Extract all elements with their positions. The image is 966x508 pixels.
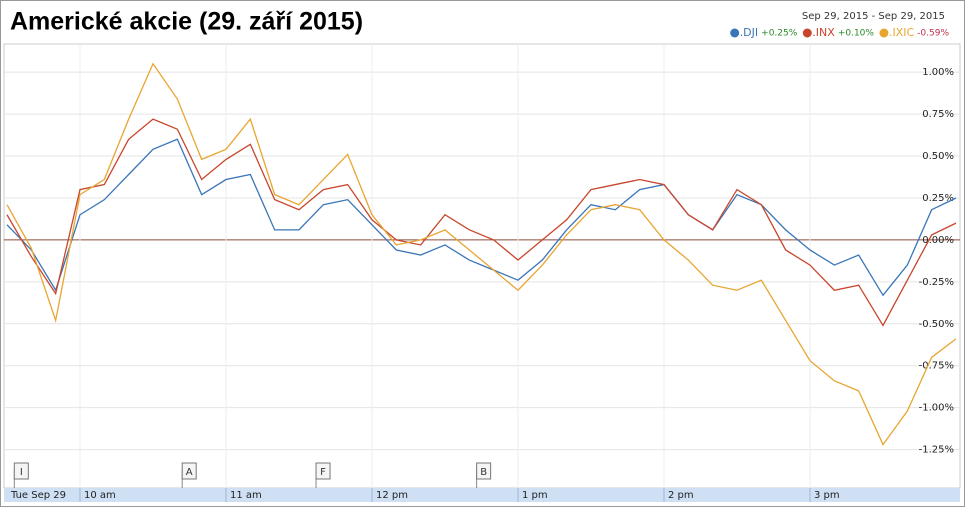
y-tick-label: -1.00% — [919, 403, 954, 414]
y-tick-label: 0.25% — [922, 193, 954, 204]
x-tick-label: 2 pm — [668, 490, 694, 501]
flag-label: F — [320, 467, 326, 478]
x-tick-label: Tue Sep 29 — [10, 490, 66, 501]
legend-swatch — [879, 28, 889, 38]
y-tick-label: 0.50% — [922, 151, 954, 162]
x-tick-label: 12 pm — [376, 490, 408, 501]
y-tick-label: -1.25% — [919, 445, 954, 456]
flag — [315, 462, 331, 480]
x-tick-label: 11 am — [230, 490, 262, 501]
flag — [181, 462, 197, 480]
legend-swatch — [802, 28, 812, 38]
series-line — [6, 118, 957, 327]
legend: .DJI +0.25% .INX +0.10% .IXIC -0.59% — [730, 26, 949, 39]
y-tick-label: 0.75% — [922, 109, 954, 120]
time-axis-band — [4, 488, 960, 502]
series-line — [6, 62, 957, 446]
flag-label: B — [480, 467, 487, 478]
y-tick-label: 1.00% — [922, 67, 954, 78]
y-tick-label: -0.25% — [919, 277, 954, 288]
flag — [13, 462, 29, 480]
legend-change: +0.25% — [761, 29, 798, 39]
y-tick-label: 0.00% — [922, 235, 954, 246]
date-range: Sep 29, 2015 - Sep 29, 2015 — [802, 11, 945, 22]
flag-label: A — [186, 467, 193, 478]
legend-name: .DJI — [740, 26, 758, 39]
x-tick-label: 10 am — [84, 490, 116, 501]
y-tick-label: -0.75% — [919, 361, 954, 372]
legend-change: +0.10% — [838, 29, 875, 39]
legend-swatch — [730, 28, 740, 38]
y-tick-label: -0.50% — [919, 319, 954, 330]
flag — [476, 462, 492, 480]
plot-area — [3, 43, 961, 489]
legend-name: .IXIC — [889, 26, 915, 39]
flag-label: I — [20, 467, 23, 478]
legend-name: .INX — [812, 26, 835, 39]
x-tick-label: 1 pm — [522, 490, 548, 501]
series-line — [6, 138, 957, 297]
chart-title: Americké akcie (29. září 2015) — [10, 8, 363, 36]
x-tick-label: 3 pm — [814, 490, 840, 501]
legend-change: -0.59% — [917, 29, 949, 39]
